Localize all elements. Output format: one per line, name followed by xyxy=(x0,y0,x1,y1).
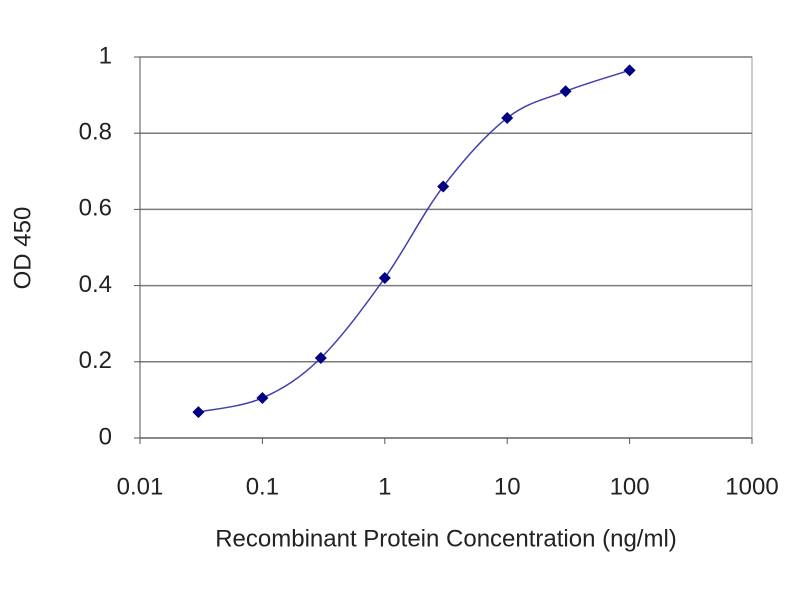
y-tick-label: 1 xyxy=(99,42,112,69)
x-tick-label: 10 xyxy=(494,473,521,500)
data-point xyxy=(501,111,514,124)
x-tick-label: 1000 xyxy=(725,473,778,500)
y-tick-label: 0 xyxy=(99,423,112,450)
plot-area xyxy=(139,56,753,439)
y-axis-label: OD 450 xyxy=(9,207,36,290)
data-point xyxy=(623,64,636,77)
data-point xyxy=(559,85,572,98)
x-tick-label: 1 xyxy=(378,473,391,500)
x-tick-label: 0.01 xyxy=(117,473,164,500)
x-tick-label: 100 xyxy=(610,473,650,500)
data-point xyxy=(378,271,391,284)
data-point xyxy=(256,391,269,404)
data-point xyxy=(314,351,327,364)
y-tick-label: 0.2 xyxy=(79,347,112,374)
data-point xyxy=(192,406,205,419)
x-axis-label: Recombinant Protein Concentration (ng/ml… xyxy=(215,525,677,552)
y-tick-label: 0.8 xyxy=(79,119,112,146)
series-line xyxy=(198,69,630,413)
x-tick-label: 0.1 xyxy=(246,473,279,500)
y-tick-label: 0.6 xyxy=(79,195,112,222)
y-tick-label: 0.4 xyxy=(79,271,112,298)
data-point xyxy=(437,180,450,193)
